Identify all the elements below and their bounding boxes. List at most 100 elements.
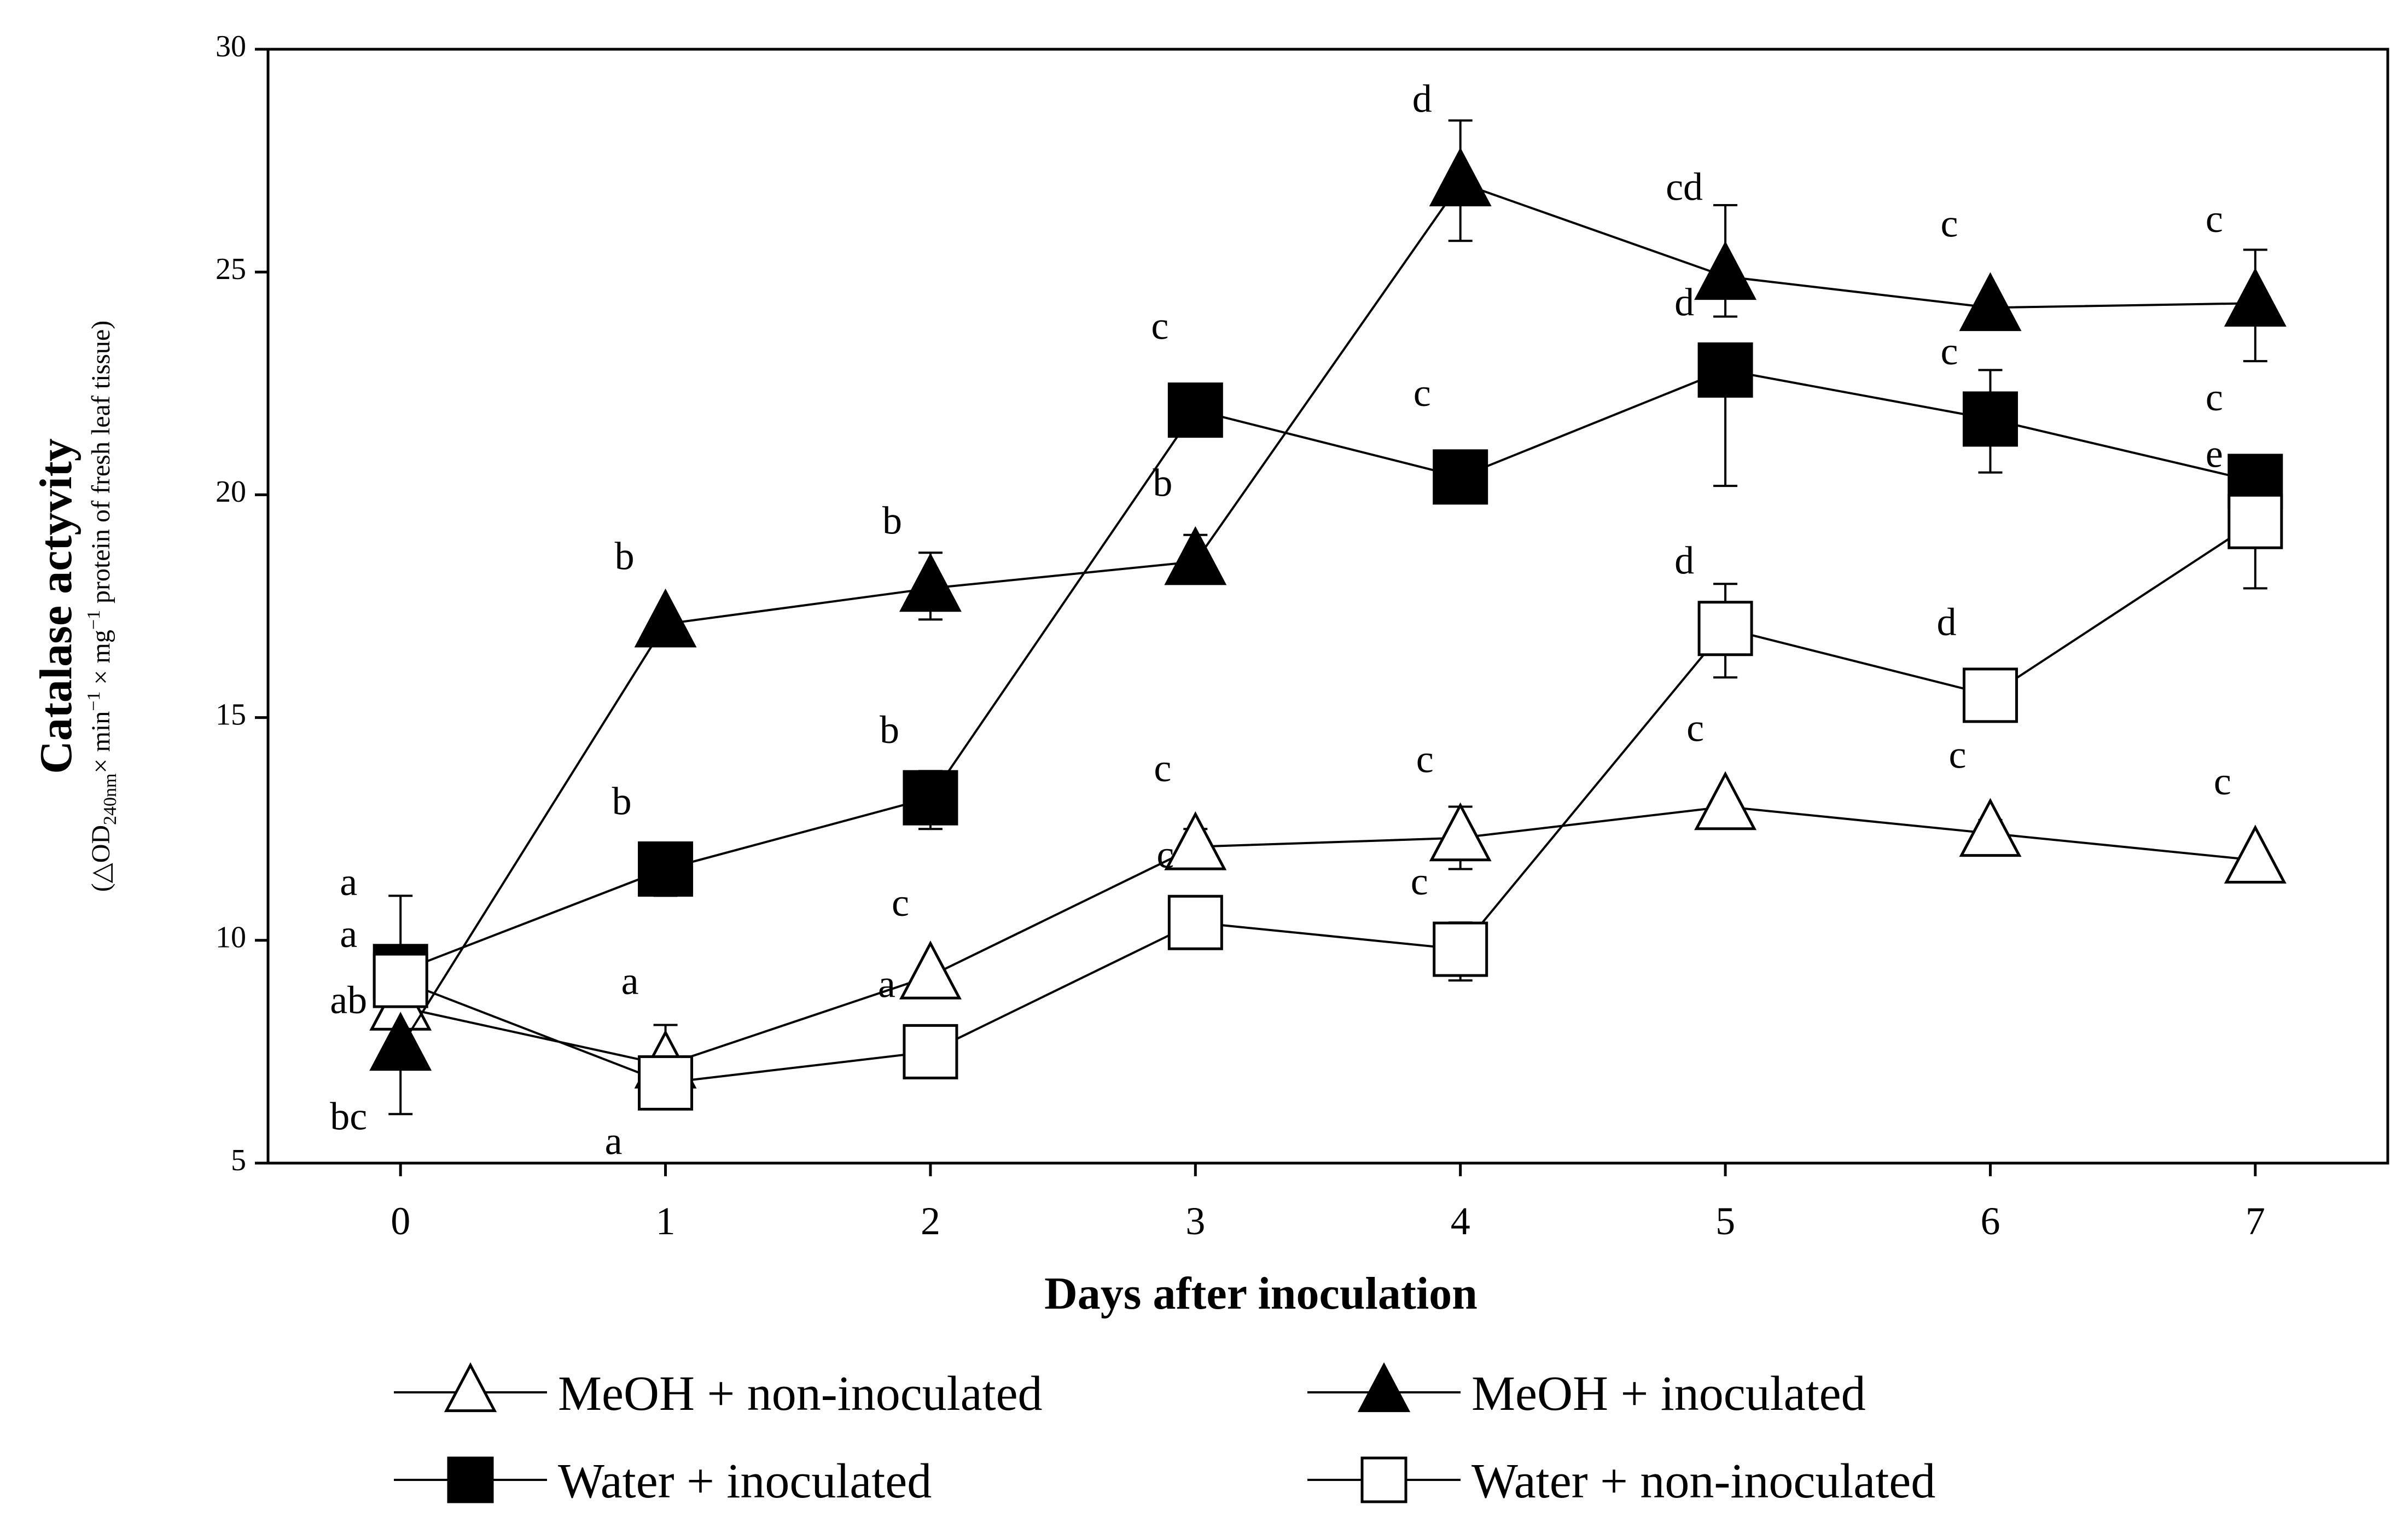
data-point-marker: [2224, 824, 2287, 884]
data-point-marker: [1697, 601, 1753, 657]
data-point-marker: [1429, 147, 1492, 207]
y-axis-label: Catalase actyvity: [31, 438, 82, 774]
significance-letter: b: [615, 535, 635, 578]
series-line: [399, 181, 2255, 1048]
significance-letter: e: [2206, 432, 2223, 475]
series-meoh-inoculated: [369, 119, 2287, 1116]
y-axis-unit-label: (△OD240nm× min−1 × mg−1 protein of fresh…: [84, 321, 120, 892]
y-tick-label: 30: [216, 30, 246, 63]
data-point-marker: [638, 1055, 694, 1111]
x-tick-label: 5: [1715, 1199, 1735, 1243]
data-point-marker: [1697, 342, 1753, 398]
series-layer: [369, 119, 2287, 1116]
significance-letter: d: [1674, 280, 1694, 324]
x-tick-label: 1: [656, 1199, 676, 1243]
legend-marker: [1357, 1362, 1411, 1413]
data-point-marker: [1694, 771, 1757, 830]
significance-letter: d: [1674, 539, 1694, 583]
data-point-marker: [1959, 272, 2022, 332]
y-tick-label: 10: [216, 921, 246, 955]
significance-letter: a: [878, 962, 895, 1006]
significance-letter: b: [612, 779, 632, 823]
significance-letter: a: [340, 912, 357, 956]
series-line: [400, 805, 2256, 1066]
significance-letter: d: [1936, 600, 1956, 644]
legend: MeOH + non-inoculated MeOH + inoculated Wa…: [394, 1362, 1935, 1508]
data-point-marker: [634, 588, 697, 648]
data-point-marker: [1959, 798, 2022, 857]
data-point-marker: [903, 1024, 958, 1079]
significance-letter: b: [1153, 461, 1172, 505]
y-axis-label-group: Catalase actyvity (△OD240nm× min−1 × mg−…: [31, 321, 120, 892]
data-point-marker: [369, 1012, 432, 1071]
significance-letter: c: [1154, 746, 1171, 790]
significance-letter: c: [2206, 197, 2223, 241]
legend-item-meoh-non-inoculated: MeOH + non-inoculated: [394, 1362, 1043, 1421]
data-point-marker: [1433, 921, 1488, 977]
series-water-non-inoculated: [373, 493, 2283, 1111]
significance-letter: c: [2214, 759, 2231, 803]
significance-letter: c: [1940, 201, 1958, 245]
data-point-marker: [373, 952, 428, 1008]
x-tick-label: 0: [391, 1199, 410, 1243]
data-point-marker: [1164, 526, 1227, 585]
x-tick-label: 3: [1185, 1199, 1205, 1243]
data-point-marker: [638, 841, 694, 897]
x-tick-label: 6: [1980, 1199, 2000, 1243]
series-meoh-non-inoculated: [369, 771, 2287, 1089]
significance-letter: a: [621, 959, 639, 1003]
significance-letter: b: [882, 498, 902, 542]
significance-letter: c: [1411, 859, 1428, 903]
significance-letter: c: [1414, 371, 1431, 415]
x-tick-label: 4: [1451, 1199, 1470, 1243]
significance-letter: cd: [1666, 165, 1703, 208]
significance-letter: a: [340, 860, 357, 904]
data-point-marker: [1429, 802, 1492, 862]
y-tick-label: 20: [216, 475, 246, 509]
y-tick-label: 5: [231, 1143, 246, 1177]
plot-frame: [266, 48, 2389, 1165]
data-point-marker: [1167, 894, 1223, 950]
data-point-marker: [1167, 382, 1223, 438]
significance-letter: c: [1151, 304, 1168, 348]
significance-letter: c: [2206, 375, 2223, 419]
legend-label: Water + non-inoculated: [1471, 1454, 1935, 1508]
significance-letter: a: [605, 1119, 623, 1163]
data-point-marker: [899, 553, 962, 612]
y-tick-label: 25: [216, 252, 246, 286]
legend-marker: [444, 1362, 497, 1413]
legend-marker: [1360, 1456, 1407, 1503]
data-point-marker: [899, 940, 962, 1000]
legend-item-water-inoculated: Water + inoculated: [394, 1454, 932, 1508]
data-point-marker: [903, 770, 958, 826]
legend-label: MeOH + inoculated: [1471, 1367, 1866, 1421]
legend-marker: [447, 1456, 494, 1503]
data-point-marker: [1164, 811, 1227, 870]
legend-item-meoh-inoculated: MeOH + inoculated: [1307, 1362, 1866, 1421]
legend-label: MeOH + non-inoculated: [558, 1367, 1043, 1421]
x-tick-label: 7: [2246, 1199, 2265, 1243]
x-tick-label: 2: [921, 1199, 940, 1243]
significance-letter: c: [1156, 833, 1174, 876]
significance-letter: c: [1948, 733, 1966, 776]
legend-label: Water + inoculated: [558, 1454, 932, 1508]
significance-letter: b: [880, 708, 899, 752]
data-point-marker: [2224, 268, 2287, 327]
series-line: [400, 369, 2256, 973]
data-point-marker: [1962, 391, 2018, 447]
data-point-marker: [1962, 667, 2018, 723]
legend-item-water-non-inoculated: Water + non-inoculated: [1307, 1454, 1935, 1508]
y-tick-label: 15: [216, 698, 246, 731]
significance-letter: bc: [330, 1094, 367, 1138]
significance-letter: c: [1686, 706, 1704, 750]
significance-letter: c: [1416, 737, 1434, 781]
x-axis-label: Days after inoculation: [1044, 1268, 1478, 1319]
significance-letter: c: [1940, 329, 1958, 373]
y-axis: 5 10 15 20 25 30: [216, 30, 268, 1177]
series-line: [400, 520, 2256, 1084]
significance-letter: ab: [330, 978, 367, 1022]
data-point-marker: [2227, 493, 2283, 549]
significance-letter: c: [892, 881, 909, 925]
